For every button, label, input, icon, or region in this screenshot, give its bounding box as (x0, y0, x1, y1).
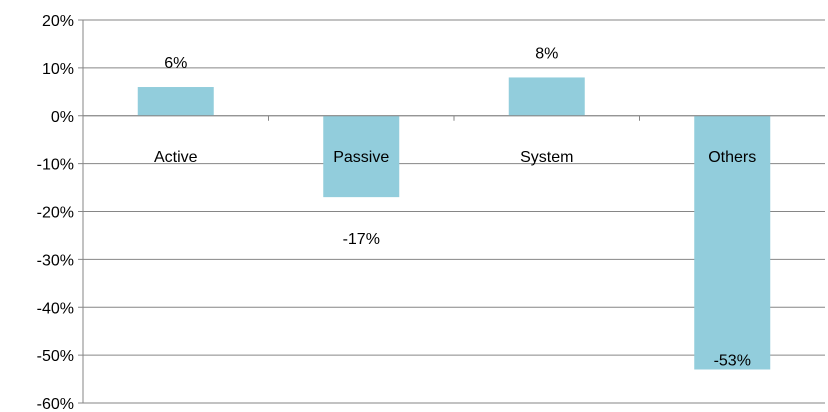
bar-others (694, 115, 771, 370)
category-label: System (520, 149, 573, 166)
category-labels: Active Passive System Others (154, 149, 756, 166)
y-tick-label: 0% (51, 109, 74, 126)
bars (137, 77, 771, 370)
y-tick-label: -20% (37, 205, 74, 222)
bar-passive (323, 115, 400, 198)
category-label: Others (708, 149, 756, 166)
bar-system (508, 77, 585, 116)
y-tick-label: 20% (42, 13, 74, 30)
data-label: -17% (343, 231, 380, 248)
y-tick-label: -30% (37, 252, 74, 269)
axes (82, 20, 825, 403)
y-tick-label: -50% (37, 348, 74, 365)
data-label: 8% (535, 45, 558, 62)
data-label: 6% (164, 55, 187, 72)
category-label: Active (154, 149, 198, 166)
y-tick-label: -60% (37, 396, 74, 412)
y-tick-label: -40% (37, 300, 74, 317)
category-label: Passive (333, 149, 389, 166)
y-tick-label: -10% (37, 157, 74, 174)
data-labels: 6% -17% 8% -53% (164, 45, 751, 369)
y-axis-ticks: 20% 10% 0% -10% -20% -30% -40% -50% -60% (37, 13, 83, 412)
data-label: -53% (714, 352, 751, 369)
bar-active (137, 87, 214, 116)
y-tick-label: 10% (42, 61, 74, 78)
